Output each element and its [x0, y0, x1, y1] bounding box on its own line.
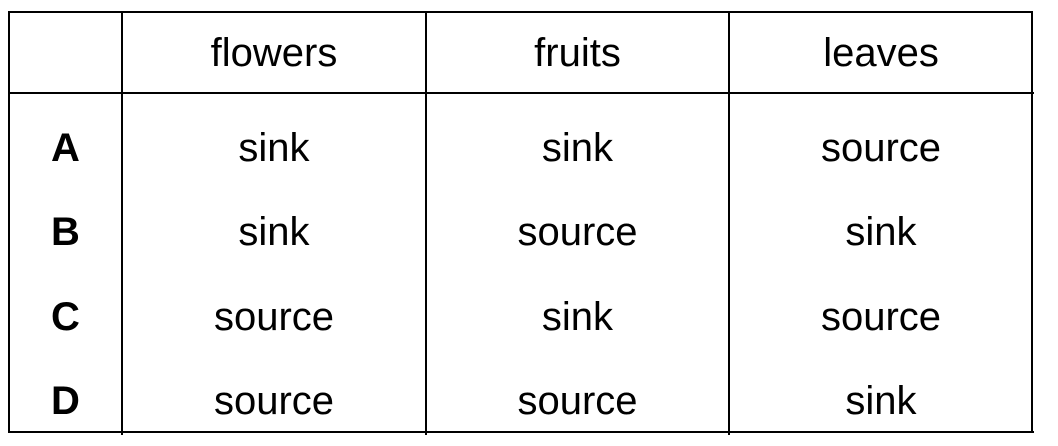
table-cell: sink — [541, 295, 614, 339]
table-cell: sink — [238, 210, 310, 254]
table-cell: source — [517, 210, 638, 254]
table-cell: source — [820, 126, 942, 170]
table-cell: sink — [845, 210, 917, 254]
column-divider — [121, 11, 123, 435]
table-cell: sink — [541, 126, 614, 170]
table-cell: source — [820, 295, 942, 339]
row-label: D — [51, 379, 80, 423]
table-cell: sink — [238, 126, 310, 170]
column-header: fruits — [534, 31, 621, 75]
row-label: C — [51, 295, 80, 339]
row-label: A — [51, 126, 80, 170]
table-cell: source — [213, 295, 335, 339]
table-cell: source — [517, 379, 638, 423]
column-divider — [728, 11, 730, 435]
column-header: leaves — [823, 31, 939, 75]
column-header: flowers — [210, 31, 338, 75]
table-cell: sink — [845, 379, 917, 423]
header-divider — [8, 92, 1034, 94]
table-cell: source — [213, 379, 335, 423]
answer-table — [8, 11, 1033, 433]
table-bottom-border — [8, 431, 1034, 433]
column-divider — [425, 11, 427, 435]
row-label: B — [51, 210, 80, 254]
